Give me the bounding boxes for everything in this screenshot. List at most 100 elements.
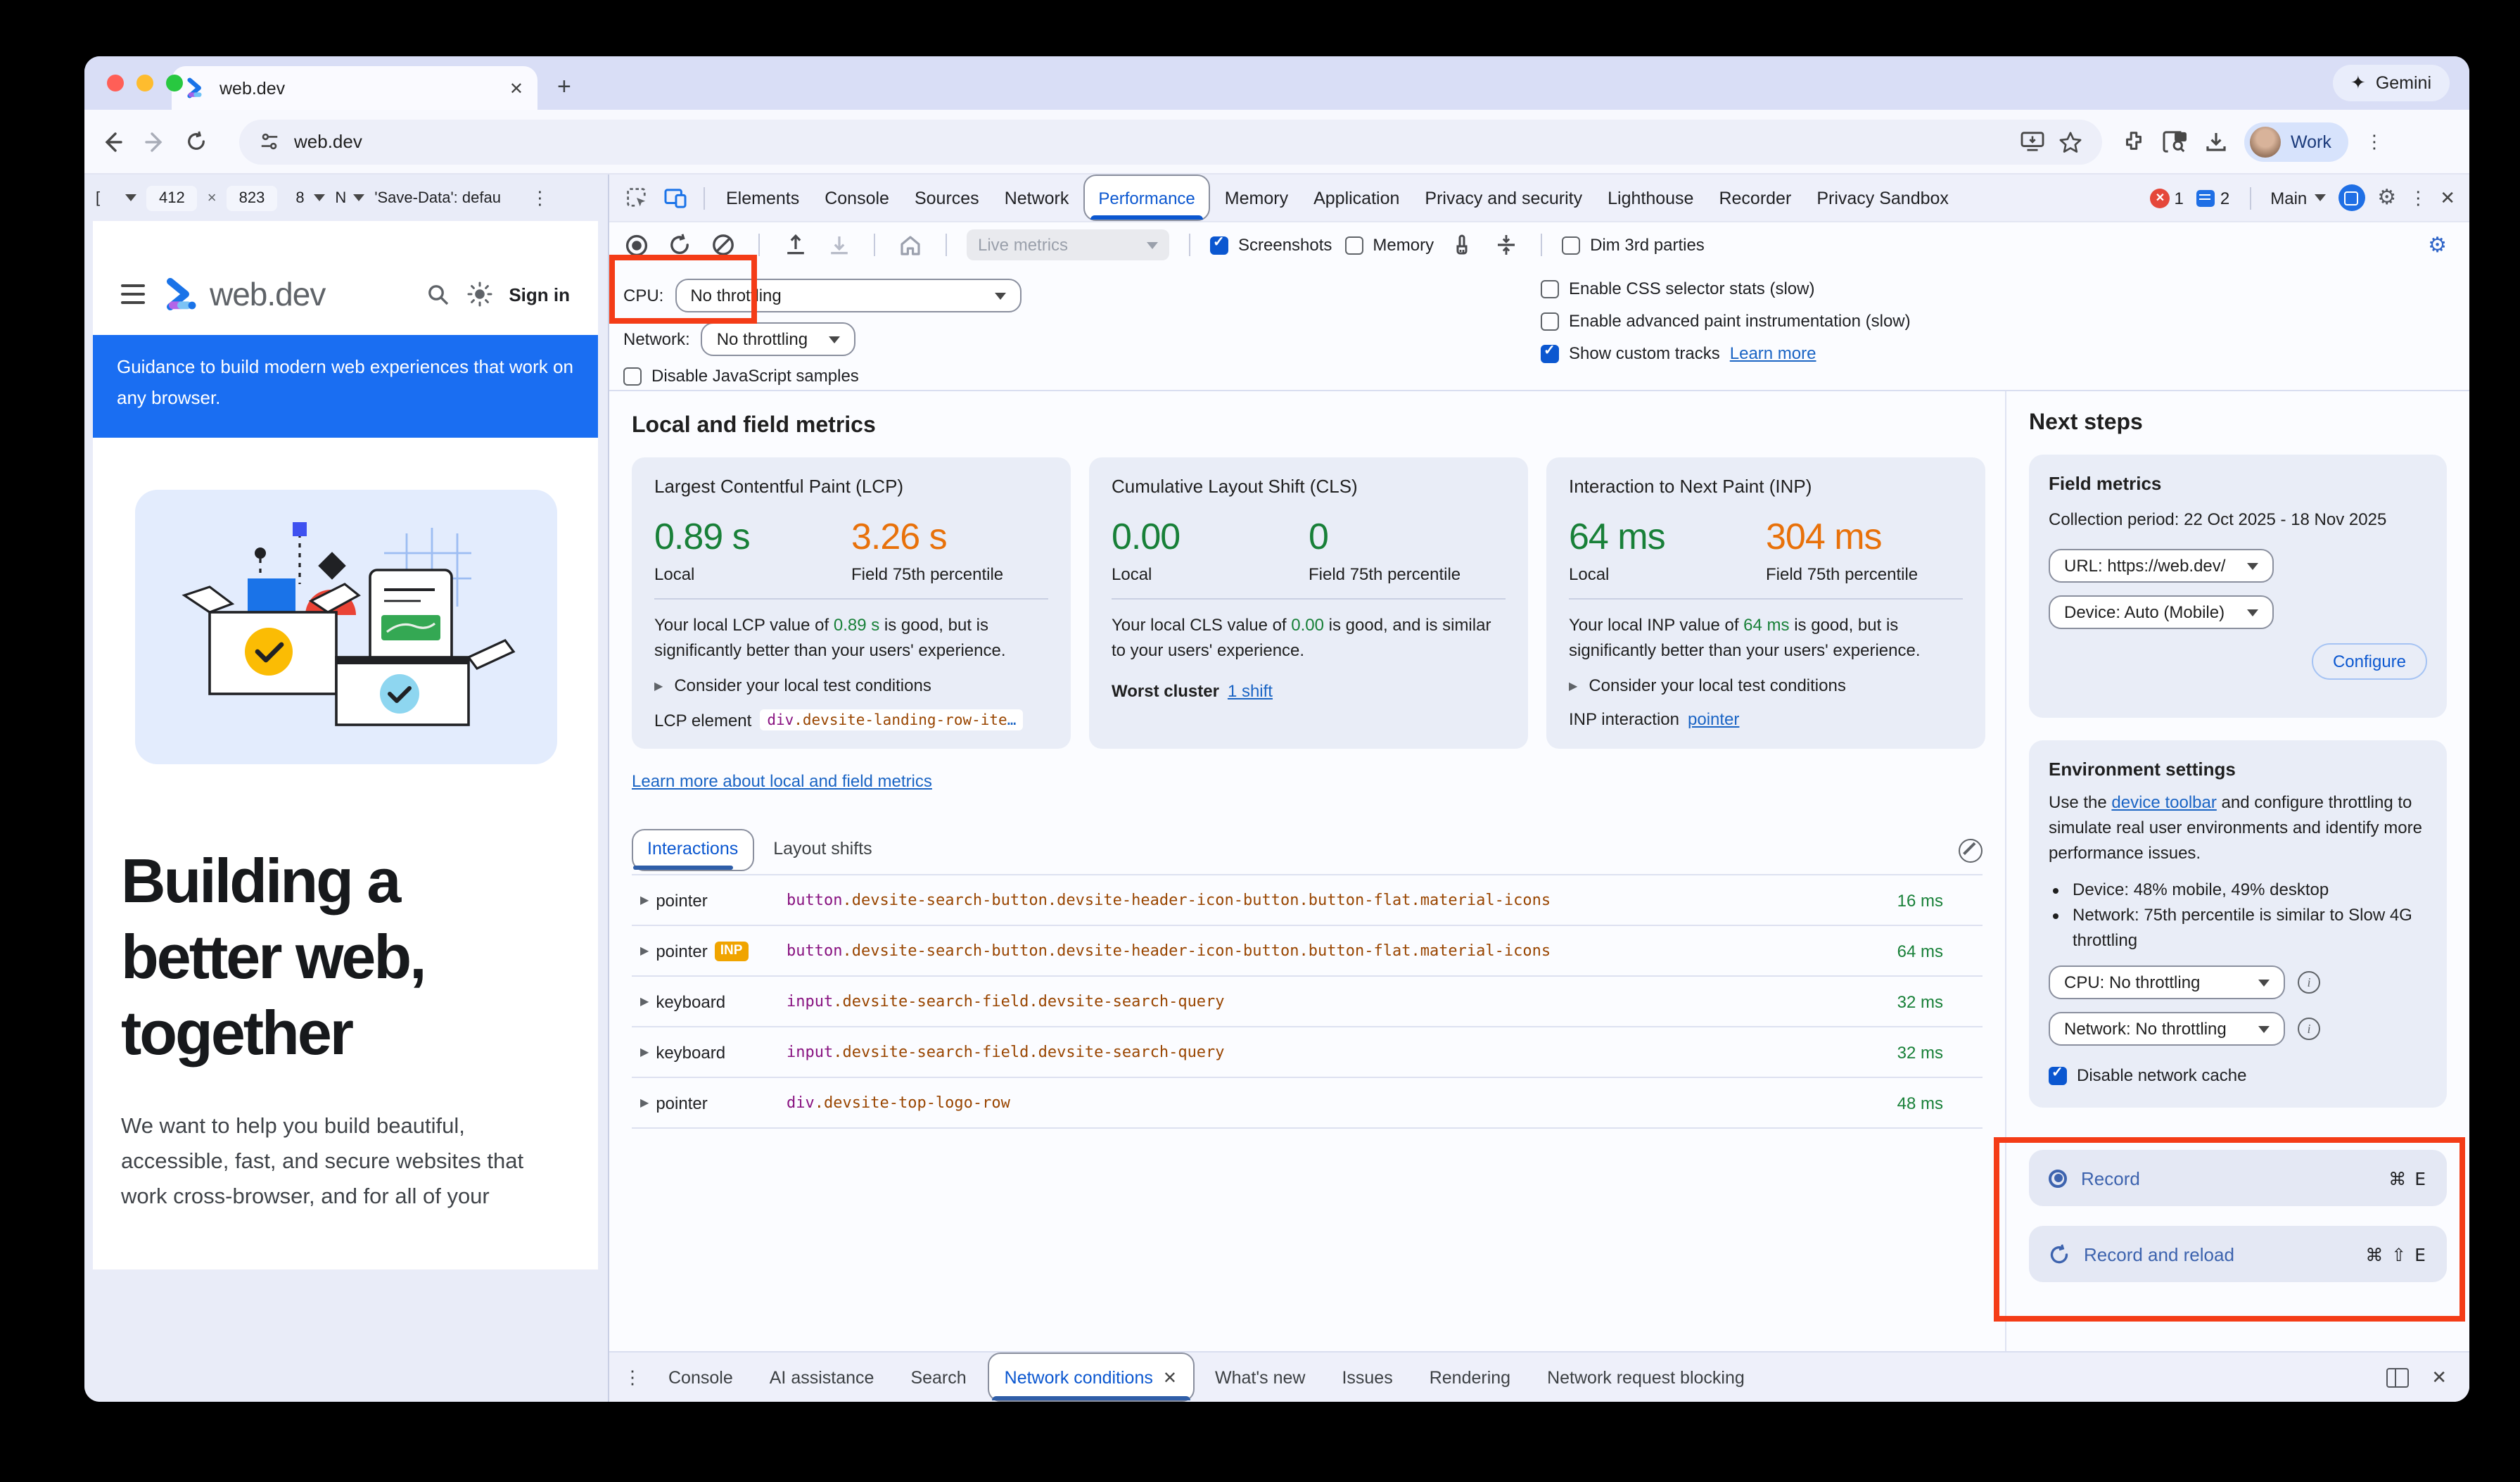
tab-console[interactable]: Console: [825, 188, 889, 208]
tab-privacy-security[interactable]: Privacy and security: [1425, 188, 1583, 208]
bookmark-star-icon[interactable]: [2058, 130, 2082, 153]
tab-sources[interactable]: Sources: [914, 188, 979, 208]
profile-button[interactable]: Work: [2244, 122, 2348, 161]
settings-gear-icon[interactable]: ⚙: [2377, 186, 2397, 210]
issues-count[interactable]: 2: [2196, 188, 2229, 208]
show-custom-tracks-checkbox[interactable]: Show custom tracks Learn more: [1541, 343, 1911, 363]
cpu-info-icon[interactable]: i: [2298, 971, 2320, 994]
url-select[interactable]: URL: https://web.dev/: [2049, 549, 2274, 583]
advanced-paint-checkbox[interactable]: Enable advanced paint instrumentation (s…: [1541, 311, 1911, 331]
drawer-tab-search[interactable]: Search: [910, 1367, 967, 1387]
minimize-window-button[interactable]: [136, 75, 153, 91]
clear-interactions-icon[interactable]: [1959, 838, 1983, 862]
worst-cluster-link[interactable]: 1 shift: [1227, 681, 1273, 701]
tab-interactions[interactable]: Interactions: [632, 829, 754, 871]
load-profile-icon[interactable]: [779, 234, 810, 256]
disable-js-samples-checkbox[interactable]: Disable JavaScript samples: [623, 366, 1021, 386]
maximize-window-button[interactable]: [166, 75, 183, 91]
expand-triangle-icon[interactable]: ▶: [640, 1046, 649, 1058]
tab-memory[interactable]: Memory: [1224, 188, 1289, 208]
downloads-icon[interactable]: [2205, 130, 2227, 153]
close-devtools-icon[interactable]: ✕: [2440, 187, 2455, 208]
close-window-button[interactable]: [107, 75, 124, 91]
gemini-button[interactable]: ✦ Gemini: [2332, 65, 2450, 101]
configure-button[interactable]: Configure: [2311, 643, 2427, 680]
inspect-icon[interactable]: [618, 181, 654, 215]
network-throttle-select[interactable]: No throttling: [701, 322, 856, 356]
drawer-tab-console[interactable]: Console: [668, 1367, 733, 1387]
tab-application[interactable]: Application: [1313, 188, 1400, 208]
field-metrics-learn-more-link[interactable]: Learn more about local and field metrics: [632, 771, 932, 791]
lcp-element-chip[interactable]: div.devsite-landing-row-ite…: [760, 709, 1024, 730]
install-icon[interactable]: [2021, 131, 2044, 152]
record-icon[interactable]: [621, 233, 651, 257]
theme-toggle-icon[interactable]: [466, 281, 492, 307]
new-tab-button[interactable]: +: [557, 73, 571, 100]
site-settings-icon[interactable]: [259, 131, 280, 152]
save-profile-icon[interactable]: [823, 234, 854, 256]
close-drawer-icon[interactable]: ✕: [2431, 1367, 2447, 1388]
expand-triangle-icon[interactable]: ▶: [640, 944, 649, 957]
reload-icon[interactable]: [186, 131, 222, 152]
inp-expander[interactable]: ▶ Consider your local test conditions: [1569, 676, 1846, 695]
record-reload-icon[interactable]: [664, 234, 695, 256]
tab-privacy-sandbox[interactable]: Privacy Sandbox: [1816, 188, 1949, 208]
drawer-tab-rendering[interactable]: Rendering: [1429, 1367, 1511, 1387]
interaction-row[interactable]: ▶ pointer button.devsite-search-button.d…: [632, 875, 1983, 926]
tab-performance[interactable]: Performance: [1083, 175, 1211, 221]
disable-network-cache-checkbox[interactable]: Disable network cache: [2049, 1065, 2427, 1085]
device-toolbar-menu-icon[interactable]: ⋮: [530, 186, 549, 208]
collapse-tracks-icon[interactable]: [1490, 234, 1521, 256]
device-toolbar-link[interactable]: device toolbar: [2111, 792, 2217, 812]
extensions-icon[interactable]: [2122, 129, 2146, 153]
expand-triangle-icon[interactable]: ▶: [640, 1096, 649, 1109]
drawer-tab-network-conditions[interactable]: Network conditions ✕: [987, 1353, 1194, 1402]
expand-triangle-icon[interactable]: ▶: [640, 995, 649, 1008]
device-width-input[interactable]: 412: [146, 185, 198, 210]
sidebar-network-select[interactable]: Network: No throttling: [2049, 1012, 2285, 1046]
device-toolbar-toggle-icon[interactable]: [657, 181, 694, 215]
sidebar-cpu-select[interactable]: CPU: No throttling: [2049, 965, 2285, 999]
drawer-tab-close-icon[interactable]: ✕: [1162, 1367, 1177, 1387]
site-brand[interactable]: web.dev: [162, 275, 409, 313]
tab-network[interactable]: Network: [1004, 188, 1069, 208]
drawer-tab-issues[interactable]: Issues: [1342, 1367, 1393, 1387]
interaction-row[interactable]: ▶ keyboard input.devsite-search-field.de…: [632, 1027, 1983, 1078]
dock-side-icon[interactable]: [2386, 1367, 2410, 1387]
drawer-tab-ai-assistance[interactable]: AI assistance: [769, 1367, 874, 1387]
tab-recorder[interactable]: Recorder: [1719, 188, 1792, 208]
tab-layout-shifts[interactable]: Layout shifts: [773, 839, 872, 859]
cpu-throttle-select[interactable]: No throttling: [675, 279, 1022, 312]
sign-in-button[interactable]: Sign in: [509, 284, 570, 305]
perf-settings-gear-icon[interactable]: ⚙: [2428, 234, 2447, 258]
expand-triangle-icon[interactable]: ▶: [640, 894, 649, 906]
omnibox[interactable]: web.dev: [239, 119, 2102, 164]
browser-tab[interactable]: web.dev ✕: [172, 66, 537, 110]
inp-interaction-link[interactable]: pointer: [1688, 709, 1740, 729]
device-kind-select[interactable]: Device: Auto (Mobile): [2049, 595, 2274, 629]
interaction-row[interactable]: ▶ keyboard input.devsite-search-field.de…: [632, 977, 1983, 1027]
error-count[interactable]: ✕ 1: [2150, 188, 2184, 208]
screenshots-checkbox[interactable]: Screenshots: [1210, 235, 1332, 255]
forward-icon[interactable]: [144, 130, 180, 153]
hamburger-menu-icon[interactable]: [121, 284, 145, 305]
context-selector[interactable]: Main: [2270, 188, 2326, 208]
interaction-row[interactable]: ▶ pointer div.devsite-top-logo-row 48 ms: [632, 1078, 1983, 1129]
record-button[interactable]: Record ⌘ E: [2029, 1150, 2447, 1206]
drawer-tab-network-request-blocking[interactable]: Network request blocking: [1547, 1367, 1745, 1387]
lcp-expander[interactable]: ▶ Consider your local test conditions: [654, 676, 931, 695]
tab-lighthouse[interactable]: Lighthouse: [1608, 188, 1694, 208]
zoom-select[interactable]: 8: [295, 189, 326, 206]
record-and-reload-button[interactable]: Record and reload ⌘ ⇧ E: [2029, 1226, 2447, 1282]
paint-flash-icon[interactable]: [1446, 234, 1477, 256]
memory-checkbox[interactable]: Memory: [1344, 235, 1434, 255]
home-icon[interactable]: [895, 234, 926, 255]
drawer-menu-icon[interactable]: ⋮: [623, 1366, 642, 1387]
browser-menu-icon[interactable]: ⋮: [2365, 130, 2384, 151]
dim-3rd-parties-checkbox[interactable]: Dim 3rd parties: [1562, 235, 1705, 255]
device-height-input[interactable]: 823: [226, 185, 278, 210]
clear-icon[interactable]: [708, 234, 739, 256]
css-selector-stats-checkbox[interactable]: Enable CSS selector stats (slow): [1541, 279, 1911, 298]
interaction-row[interactable]: ▶ pointer INP button.devsite-search-butt…: [632, 926, 1983, 977]
devtools-menu-icon[interactable]: ⋮: [2409, 186, 2428, 208]
